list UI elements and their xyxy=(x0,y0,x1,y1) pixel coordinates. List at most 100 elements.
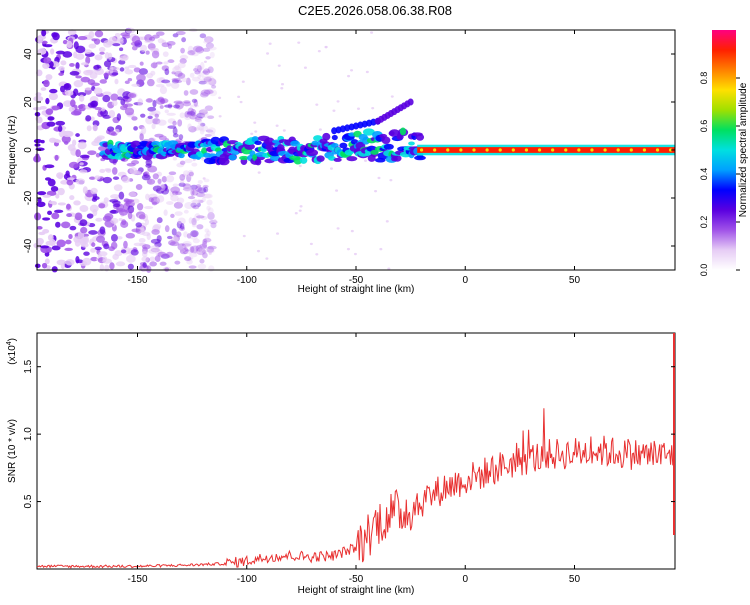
spectrogram-noise-blob xyxy=(37,48,47,55)
spectrogram-noise-blob xyxy=(69,195,75,201)
spectrogram-x-ticks: -150 -100 -50 0 50 xyxy=(127,30,580,286)
spectrogram-noise-blob xyxy=(218,96,222,100)
spectrogram-noise-blob xyxy=(203,60,207,63)
spectrogram-noise-blob xyxy=(83,49,92,54)
x-tick-label: 50 xyxy=(569,574,581,585)
spectrogram-noise-blob xyxy=(177,243,187,251)
spectrogram-noise-blob xyxy=(177,119,183,127)
spectrogram-noise-blob xyxy=(186,174,192,183)
spectrogram-line-dot xyxy=(551,148,555,152)
spectrogram-noise-blob xyxy=(157,178,162,185)
spectrogram-noise-blob xyxy=(171,77,181,82)
spectrogram-noise-blob xyxy=(120,98,126,106)
spectrogram-noise-blob xyxy=(149,261,157,267)
spectrogram-noise-blob xyxy=(146,78,155,87)
spectrogram-noise-blob xyxy=(192,45,203,53)
spectrogram-noise-blob xyxy=(184,110,190,118)
spectrogram-noise-blob xyxy=(196,215,205,219)
spectrogram-signal-blob xyxy=(151,140,161,147)
spectrogram-noise-blob xyxy=(90,248,96,253)
spectrogram-noise-blob xyxy=(202,193,212,199)
spectrogram-noise-blob xyxy=(171,71,176,75)
spectrogram-noise-blob xyxy=(183,185,192,192)
spectrogram-noise-blob xyxy=(94,30,104,38)
spectrogram-noise-blob xyxy=(164,109,170,114)
spectrogram-noise-blob xyxy=(389,178,393,182)
spectrogram-noise-blob xyxy=(200,215,208,220)
spectrogram-noise-blob xyxy=(197,247,207,256)
spectrogram-noise-blob xyxy=(75,75,82,79)
spectrogram-noise-blob xyxy=(110,209,117,214)
spectrogram-noise-blob xyxy=(141,174,151,181)
spectrogram-noise-blob xyxy=(172,183,179,187)
spectrogram-noise-blob xyxy=(170,194,179,202)
spectrogram-noise-blob xyxy=(42,62,50,69)
spectrogram-noise-blob xyxy=(193,99,199,107)
spectrogram-noise-blob xyxy=(203,237,212,243)
spectrogram-y-ticks: -40 -20 0 20 40 xyxy=(23,48,675,253)
spectrogram-noise-blob xyxy=(36,116,43,124)
spectrogram-noise-blob xyxy=(161,175,168,183)
spectrogram-noise-blob xyxy=(73,41,79,50)
spectrogram-noise-blob xyxy=(79,204,89,213)
spectrogram-noise-blob xyxy=(183,90,189,96)
spectrogram-noise-blob xyxy=(202,184,209,189)
spectrogram-noise-blob xyxy=(180,248,186,253)
spectrogram-noise-blob xyxy=(171,79,180,84)
spectrogram-noise-blob xyxy=(147,106,157,112)
spectrogram-signal-blob xyxy=(293,157,303,165)
spectrogram-noise-blob xyxy=(187,50,196,56)
spectrogram-signal-blob xyxy=(362,128,375,136)
spectrogram-noise-blob xyxy=(191,98,198,103)
spectrogram-noise-blob xyxy=(299,205,303,208)
spectrogram-noise-blob xyxy=(194,118,202,122)
spectrogram-noise-blob xyxy=(91,140,100,146)
spectrogram-noise-blob xyxy=(138,237,146,243)
spectrogram-noise-blob xyxy=(167,43,172,49)
spectrogram-noise-blob xyxy=(69,63,75,67)
spectrogram-noise-blob xyxy=(151,123,156,130)
spectrogram-noise-blob xyxy=(156,195,165,203)
spectrogram-noise-blob xyxy=(131,45,138,51)
spectrogram-noise-blob xyxy=(124,107,135,116)
spectrogram-noise-blob xyxy=(130,249,139,256)
spectrogram-signal-blob xyxy=(254,140,262,146)
spectrogram-noise-blob xyxy=(202,177,206,180)
spectrogram-noise-blob xyxy=(174,65,180,71)
spectrogram-noise-blob xyxy=(198,109,208,115)
spectrogram-noise-blob xyxy=(41,262,48,269)
spectrogram-noise-blob xyxy=(194,116,203,120)
spectrogram-noise-blob xyxy=(48,200,57,205)
spectrogram-noise-blob xyxy=(209,51,215,59)
spectrogram-noise-blob xyxy=(92,124,98,132)
spectrogram-noise-blob xyxy=(34,212,42,221)
spectrogram-noise-blob xyxy=(202,47,211,52)
spectrogram-noise-blob xyxy=(124,66,130,70)
spectrogram-noise-blob xyxy=(207,212,215,220)
spectrogram-signal-blob xyxy=(339,142,348,149)
spectrogram-signal-blob xyxy=(269,155,281,162)
spectrogram-noise-blob xyxy=(42,194,51,198)
spectrogram-noise-blob xyxy=(103,60,112,68)
x-tick-label: 0 xyxy=(462,275,468,286)
spectrogram-noise-blob xyxy=(172,127,178,135)
spectrogram-noise-blob xyxy=(329,167,333,170)
spectrogram-line-dot xyxy=(485,148,489,152)
spectrogram-noise-blob xyxy=(204,228,210,233)
spectrogram-noise-blob xyxy=(205,42,214,49)
spectrogram-noise-blob xyxy=(206,230,211,237)
spectrogram-line-dot xyxy=(577,148,581,152)
spectrogram-noise-blob xyxy=(114,250,123,257)
spectrogram-noise-blob xyxy=(68,106,76,112)
spectrogram-noise-blob xyxy=(185,256,194,260)
spectrogram-noise-blob xyxy=(197,119,203,125)
spectrogram-noise-blob xyxy=(187,107,194,115)
spectrogram-noise-blob xyxy=(141,250,148,258)
spectrogram-noise-blob xyxy=(40,245,50,249)
spectrogram-line-dot xyxy=(459,148,463,152)
spectrogram-noise-blob xyxy=(151,228,160,235)
spectrogram-noise-blob xyxy=(46,190,57,196)
spectrogram-noise-blob xyxy=(172,156,178,161)
spectrogram-noise-blob xyxy=(40,87,47,91)
spectrogram-noise-blob xyxy=(196,224,204,230)
